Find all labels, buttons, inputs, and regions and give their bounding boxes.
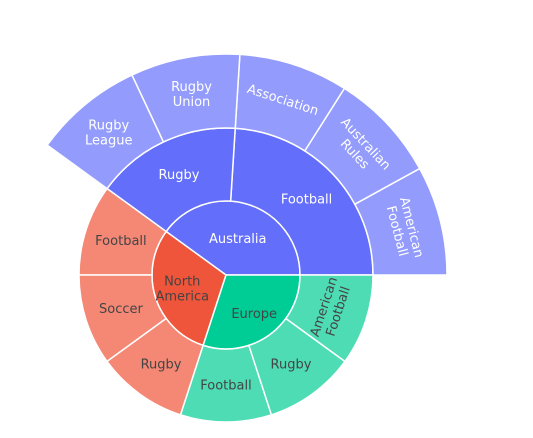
- sunburst-segment-europe-american-football[interactable]: [284, 274, 374, 363]
- sunburst-segment-australia-rugby-league[interactable]: [46, 74, 165, 190]
